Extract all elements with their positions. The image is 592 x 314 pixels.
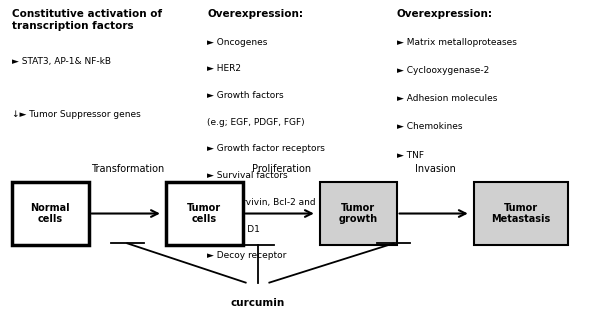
- Text: ► Chemokines: ► Chemokines: [397, 122, 462, 132]
- Text: Overexpression:: Overexpression:: [207, 9, 303, 19]
- Text: Proliferation: Proliferation: [252, 164, 311, 174]
- Text: ► HER2: ► HER2: [207, 64, 241, 73]
- FancyBboxPatch shape: [320, 182, 397, 245]
- Text: ► Decoy receptor: ► Decoy receptor: [207, 251, 287, 260]
- Text: ► Oncogenes: ► Oncogenes: [207, 38, 268, 47]
- Text: ► TNF: ► TNF: [397, 151, 424, 160]
- Text: curcumin: curcumin: [230, 298, 285, 308]
- Text: (e.g; EGF, PDGF, FGF): (e.g; EGF, PDGF, FGF): [207, 118, 305, 127]
- Text: Overexpression:: Overexpression:: [397, 9, 493, 19]
- FancyBboxPatch shape: [12, 182, 89, 245]
- Text: ► Cyclooxygenase-2: ► Cyclooxygenase-2: [397, 66, 489, 75]
- FancyBboxPatch shape: [474, 182, 568, 245]
- Text: ► Adhesion molecules: ► Adhesion molecules: [397, 94, 497, 103]
- Text: Tumor
cells: Tumor cells: [187, 203, 221, 224]
- Text: ► Cyclin D1: ► Cyclin D1: [207, 225, 260, 234]
- Text: Invasion: Invasion: [414, 164, 456, 174]
- Text: ► Matrix metalloproteases: ► Matrix metalloproteases: [397, 38, 516, 47]
- Text: Transformation: Transformation: [91, 164, 164, 174]
- Text: ► Growth factors: ► Growth factors: [207, 91, 284, 100]
- Text: Tumor
growth: Tumor growth: [339, 203, 378, 224]
- FancyBboxPatch shape: [166, 182, 243, 245]
- Text: ► STAT3, AP-1& NF-kB: ► STAT3, AP-1& NF-kB: [12, 57, 111, 66]
- Text: ↓► Tumor Suppressor genes: ↓► Tumor Suppressor genes: [12, 110, 140, 119]
- Text: Tumor
Metastasis: Tumor Metastasis: [491, 203, 551, 224]
- Text: ► Growth factor receptors: ► Growth factor receptors: [207, 144, 325, 154]
- Text: Normal
cells: Normal cells: [31, 203, 70, 224]
- Text: (e.g; Survivin, Bcl-2 and Bcl-x1): (e.g; Survivin, Bcl-2 and Bcl-x1): [207, 198, 350, 207]
- Text: Constitutive activation of
transcription factors: Constitutive activation of transcription…: [12, 9, 162, 31]
- Text: ► Survival factors: ► Survival factors: [207, 171, 288, 180]
